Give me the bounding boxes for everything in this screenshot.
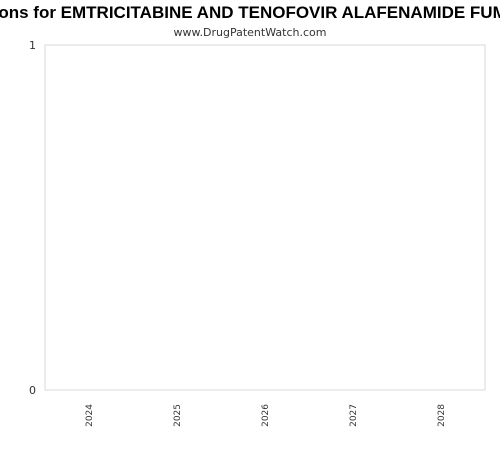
y-axis: 01 (29, 39, 36, 397)
x-tick-label: 2024 (85, 404, 95, 427)
chart-subtitle: www.DrugPatentWatch.com (174, 26, 327, 39)
x-tick-label: 2028 (437, 404, 447, 427)
x-tick-label: 2025 (173, 404, 183, 427)
x-axis: 2024 2025 2026 2027 2028 (85, 404, 447, 427)
x-tick-label: 2026 (261, 404, 271, 427)
plot-area (44, 44, 486, 391)
chart-title: Expirations for EMTRICITABINE AND TENOFO… (0, 3, 500, 22)
y-tick-label: 1 (29, 39, 36, 52)
y-tick-label: 0 (29, 384, 36, 397)
x-tick-label: 2027 (349, 404, 359, 427)
